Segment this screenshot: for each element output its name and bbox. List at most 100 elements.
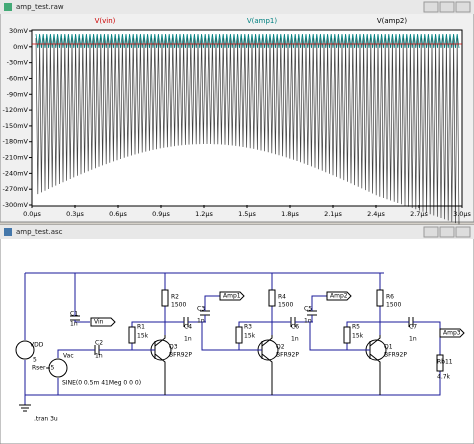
minimize-button[interactable] (423, 1, 439, 13)
label: 1n (184, 336, 192, 343)
legend-entry: V(vin) (95, 17, 116, 25)
net-flag (219, 291, 245, 301)
y-tick-label: -240mV (2, 169, 28, 177)
minimize-button[interactable] (423, 226, 439, 238)
label: BFR92P (384, 352, 407, 359)
y-tick-label: -60mV (7, 74, 29, 82)
label: 1n (291, 336, 299, 343)
trace (35, 33, 460, 49)
label: SINE(0 0.5m 41Meg 0 0 0) (62, 380, 141, 387)
label: 1500 (278, 302, 293, 309)
label: 15k (352, 333, 364, 340)
label: R2 (171, 294, 179, 301)
window-title: amp_test.raw (16, 3, 64, 11)
label: C1 (70, 311, 78, 318)
net-label: Vin (94, 319, 104, 326)
resistor (235, 326, 243, 344)
label: R5 (352, 324, 360, 331)
x-tick-label: 0.0µs (23, 210, 41, 218)
label: R1 (137, 324, 145, 331)
schematic: VDD 5 Rser=5 Vac SINE(0 0.5m 41Meg 0 0 0… (15, 272, 465, 423)
label: 4.7k (437, 374, 451, 381)
resistor (376, 289, 384, 307)
label: 5 (33, 357, 37, 364)
label: Rser=5 (32, 365, 54, 372)
schematic-window (0, 224, 474, 444)
x-tick-label: 1.2µs (195, 210, 213, 218)
net-label: Amp3 (443, 330, 461, 337)
label: Rb11 (437, 359, 453, 366)
resistor (128, 326, 136, 344)
directive: .tran 3u (34, 416, 58, 423)
y-tick-label: 0mV (13, 43, 28, 51)
close-button[interactable] (455, 226, 471, 238)
net-label: Amp1 (223, 293, 241, 300)
label: 15k (137, 333, 149, 340)
x-tick-label: 1.5µs (238, 210, 256, 218)
label: 1n (409, 336, 417, 343)
net-flag (439, 328, 465, 338)
y-tick-label: -180mV (2, 138, 28, 146)
label: 1500 (386, 302, 401, 309)
label: C2 (95, 340, 103, 347)
legend-entry: V(amp1) (247, 17, 278, 25)
label: 1n (95, 353, 103, 360)
waveform (32, 33, 462, 225)
x-tick-label: 0.6µs (109, 210, 127, 218)
x-tick-label: 0.3µs (66, 210, 84, 218)
label: Q1 (384, 344, 393, 351)
label: Q2 (276, 344, 285, 351)
label: Q3 (169, 344, 178, 351)
x-tick-label: 1.8µs (281, 210, 299, 218)
maximize-button[interactable] (439, 226, 455, 238)
label: 15k (244, 333, 256, 340)
title-bar (0, 0, 474, 14)
wire (74, 273, 90, 323)
label: C5 (304, 306, 312, 313)
label: VDD (30, 342, 44, 349)
net-flag (90, 317, 116, 327)
app-icon (4, 3, 12, 11)
y-tick-label: -30mV (7, 59, 29, 67)
label: C6 (291, 324, 299, 331)
label: BFR92P (169, 352, 192, 359)
app-icon (4, 228, 12, 236)
wire (311, 295, 327, 322)
y-tick-label: -150mV (2, 122, 28, 130)
y-tick-label: 30mV (9, 27, 29, 35)
x-tick-label: 2.4µs (367, 210, 385, 218)
label: 1n (304, 318, 312, 325)
net-flag (326, 291, 352, 301)
title-bar (0, 225, 474, 239)
label: R3 (244, 324, 252, 331)
label: C7 (409, 324, 417, 331)
label: 1n (197, 318, 205, 325)
y-tick-label: -300mV (2, 201, 28, 209)
label: 1n (70, 321, 78, 328)
x-tick-label: 2.7µs (410, 210, 428, 218)
label: R6 (386, 294, 394, 301)
label: Vac (63, 353, 74, 360)
resistor (343, 326, 351, 344)
net-label: Amp2 (330, 293, 348, 300)
y-tick-label: -90mV (7, 90, 29, 98)
legend-entry: V(amp2) (377, 17, 408, 25)
y-tick-label: -120mV (2, 106, 28, 114)
wire (201, 322, 262, 351)
y-tick-label: -270mV (2, 185, 28, 193)
x-tick-label: 3.0µs (453, 210, 471, 218)
resistor (161, 289, 169, 307)
x-tick-label: 0.9µs (152, 210, 170, 218)
window-title: amp_test.asc (16, 228, 63, 236)
x-tick-label: 2.1µs (324, 210, 342, 218)
label: R4 (278, 294, 286, 301)
label: C4 (184, 324, 192, 331)
maximize-button[interactable] (439, 1, 455, 13)
close-button[interactable] (455, 1, 471, 13)
trace (35, 37, 460, 225)
y-tick-label: -210mV (2, 154, 28, 162)
wire (309, 322, 370, 351)
label: BFR92P (276, 352, 299, 359)
